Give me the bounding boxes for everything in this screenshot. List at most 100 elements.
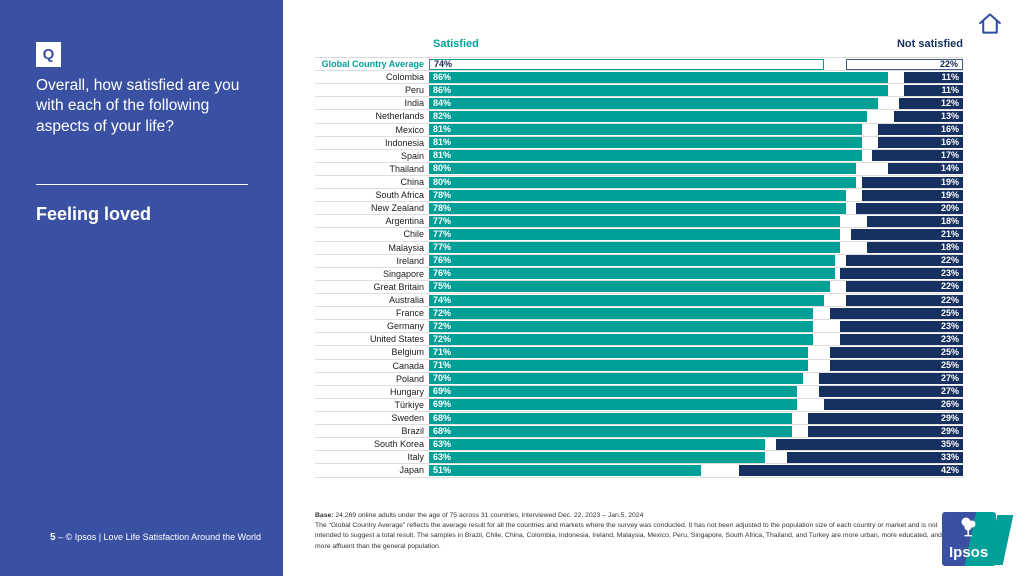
table-row: Canada 71% 25% (315, 360, 963, 373)
not-satisfied-bar: 16% (877, 124, 963, 136)
satisfied-bar: 69% (429, 399, 798, 411)
table-row: Poland 70% 27% (315, 373, 963, 386)
not-satisfied-bar: 22% (845, 58, 963, 70)
satisfied-bar: 74% (429, 58, 825, 70)
country-label: Netherlands (375, 111, 424, 122)
not-satisfied-bar: 18% (866, 242, 963, 254)
page-title: Feeling loved (36, 204, 152, 224)
bar-track: 84% 12% (429, 97, 963, 109)
bar-track: 51% 42% (429, 464, 963, 476)
base-text: 24,269 online adults under the age of 75… (333, 512, 644, 519)
table-row: Brazil 68% 29% (315, 425, 963, 439)
satisfied-bar: 71% (429, 360, 809, 372)
satisfied-bar: 76% (429, 255, 835, 267)
bar-track: 81% 16% (429, 137, 963, 149)
satisfied-bar: 77% (429, 242, 841, 254)
bar-track: 69% 26% (429, 399, 963, 411)
page-footer: 5 – © Ipsos | Love Life Satisfaction Aro… (50, 532, 261, 543)
home-icon[interactable] (976, 10, 1004, 38)
table-row: New Zealand 78% 20% (315, 202, 963, 216)
country-label: India (404, 98, 424, 109)
country-label: China (400, 177, 424, 188)
country-label: Great Britain (373, 281, 424, 292)
satisfied-bar: 86% (429, 71, 889, 83)
country-label: Indonesia (384, 137, 424, 148)
not-satisfied-bar: 29% (808, 412, 963, 424)
footnote-body: The “Global Country Average” reflects th… (315, 522, 950, 550)
country-label: Canada (392, 360, 424, 371)
table-row: Colombia 86% 11% (315, 71, 963, 85)
satisfied-bar: 72% (429, 320, 814, 332)
table-row: Germany 72% 23% (315, 320, 963, 334)
not-satisfied-bar: 23% (840, 268, 963, 280)
tree-icon (961, 517, 976, 537)
bar-track: 76% 23% (429, 268, 963, 280)
country-label: Türkiye (394, 399, 424, 410)
table-row: Singapore 76% 23% (315, 268, 963, 281)
table-row: Italy 63% 33% (315, 451, 963, 465)
table-row: Japan 51% 42% (315, 464, 963, 478)
bar-track: 74% 22% (429, 58, 963, 70)
table-row: South Africa 78% 19% (315, 189, 963, 203)
table-row: Chile 77% 21% (315, 228, 963, 242)
satisfied-bar: 72% (429, 307, 814, 319)
table-row: Malaysia 77% 18% (315, 242, 963, 255)
average-row: Global Country Average 74% 22% (315, 58, 963, 72)
not-satisfied-bar: 18% (866, 215, 963, 227)
bar-track: 74% 22% (429, 294, 963, 306)
bar-track: 72% 23% (429, 333, 963, 345)
country-label: Global Country Average (321, 59, 424, 70)
satisfied-bar: 63% (429, 451, 766, 463)
not-satisfied-bar: 22% (845, 294, 963, 306)
chart-rows: Global Country Average 74% 22% Colombia 86% 1… (315, 57, 963, 478)
satisfied-bar: 71% (429, 346, 809, 358)
bar-track: 77% 18% (429, 215, 963, 227)
bar-track: 63% 35% (429, 438, 963, 450)
ipsos-logo: Ipsos (942, 510, 1014, 568)
bar-track: 81% 17% (429, 150, 963, 162)
country-label: Poland (395, 373, 424, 384)
not-satisfied-bar: 12% (898, 97, 963, 109)
not-satisfied-bar: 23% (840, 320, 963, 332)
country-label: Sweden (391, 413, 424, 423)
not-satisfied-bar: 25% (829, 346, 963, 358)
not-satisfied-bar: 16% (877, 137, 963, 149)
table-row: Hungary 69% 27% (315, 386, 963, 399)
country-label: Malaysia (388, 242, 424, 253)
footnote-base: Base: 24,269 online adults under the age… (315, 511, 957, 521)
country-label: United States (369, 334, 424, 345)
bar-track: 72% 25% (429, 307, 963, 319)
chart-header: Satisfied Not satisfied (315, 38, 963, 57)
bar-track: 71% 25% (429, 346, 963, 358)
table-row: South Korea 63% 35% (315, 438, 963, 452)
not-satisfied-bar: 19% (861, 176, 963, 188)
satisfied-bar: 63% (429, 438, 766, 450)
satisfied-bar: 76% (429, 268, 835, 280)
satisfied-bar: 68% (429, 425, 793, 437)
satisfied-header: Satisfied (433, 38, 479, 50)
country-label: New Zealand (370, 203, 424, 214)
not-satisfied-bar: 14% (888, 163, 963, 175)
bar-track: 68% 29% (429, 412, 963, 424)
bar-track: 68% 29% (429, 425, 963, 437)
country-label: Belgium (391, 347, 424, 358)
not-satisfied-bar: 13% (893, 110, 963, 122)
not-satisfied-bar: 35% (776, 438, 963, 450)
table-row: Mexico 81% 16% (315, 124, 963, 137)
not-satisfied-bar: 19% (861, 189, 963, 201)
satisfied-bar: 81% (429, 124, 862, 136)
bar-track: 72% 23% (429, 320, 963, 332)
country-label: Hungary (389, 386, 424, 397)
country-label: Thailand (389, 163, 424, 174)
table-row: Australia 74% 22% (315, 294, 963, 308)
country-label: Japan (399, 465, 424, 476)
satisfied-bar: 81% (429, 137, 862, 149)
table-row: Belgium 71% 25% (315, 346, 963, 360)
country-label: Australia (388, 295, 424, 306)
not-satisfied-bar: 22% (845, 281, 963, 293)
table-row: Türkiye 69% 26% (315, 399, 963, 412)
base-label: Base: (315, 512, 334, 519)
not-satisfied-bar: 29% (808, 425, 963, 437)
table-row: France 72% 25% (315, 307, 963, 321)
table-row: China 80% 19% (315, 176, 963, 190)
